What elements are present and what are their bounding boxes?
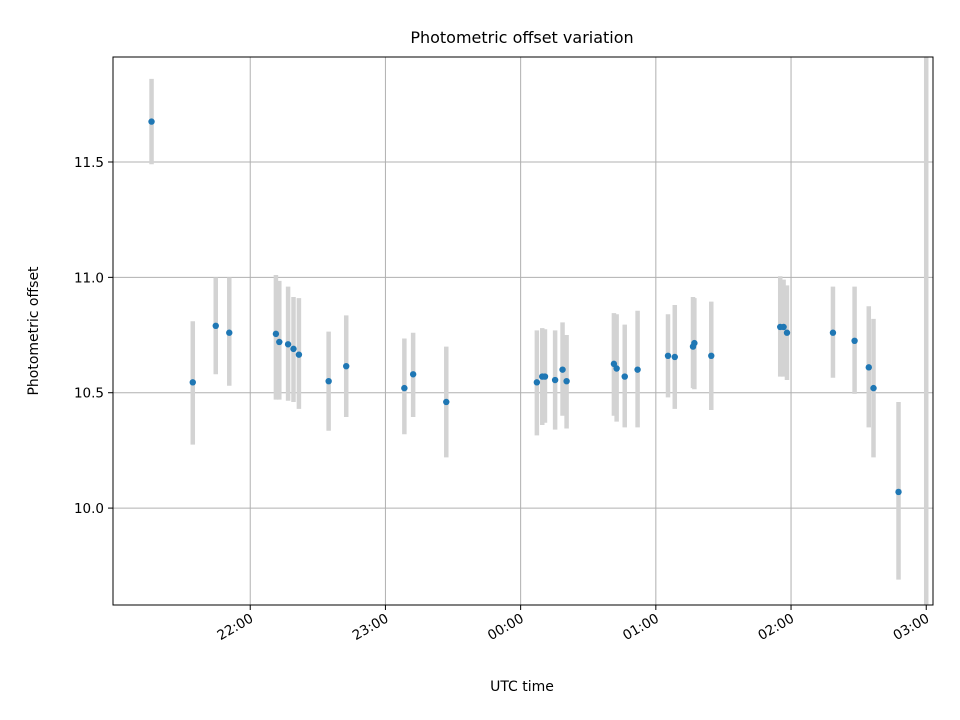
- data-point: [343, 362, 350, 370]
- y-tick-label: 10.5: [74, 386, 104, 402]
- data-point: [290, 345, 297, 353]
- data-point: [284, 341, 292, 348]
- data-point: [691, 339, 698, 347]
- chart-title: Photometric offset variation: [410, 28, 633, 47]
- y-axis-label: Photometric offset: [26, 266, 42, 396]
- data-point: [325, 377, 332, 385]
- data-point: [551, 376, 559, 384]
- data-point: [295, 351, 303, 358]
- data-point: [671, 353, 678, 361]
- data-point: [708, 352, 715, 360]
- data-point: [851, 337, 858, 345]
- data-point: [189, 379, 196, 386]
- data-point: [783, 329, 791, 336]
- data-point: [148, 118, 155, 125]
- data-point: [634, 366, 641, 373]
- data-points: [148, 118, 902, 496]
- data-point: [895, 488, 902, 496]
- data-point: [541, 373, 549, 380]
- data-point: [443, 398, 450, 406]
- data-point: [401, 384, 408, 392]
- y-tick-label: 10.0: [74, 501, 104, 517]
- x-axis-label: UTC time: [490, 679, 554, 695]
- data-point: [276, 338, 283, 346]
- data-point: [865, 364, 872, 371]
- data-point: [212, 322, 219, 330]
- data-point: [563, 377, 570, 385]
- data-point: [780, 323, 787, 331]
- data-point: [664, 352, 672, 360]
- plot-area-background: [113, 57, 933, 605]
- data-point: [533, 379, 541, 386]
- data-point: [559, 366, 566, 373]
- plot-frame: [112, 56, 934, 606]
- y-tick-label: 11.0: [74, 270, 104, 286]
- data-point: [409, 371, 417, 378]
- y-tick-label: 11.5: [74, 155, 104, 171]
- data-point: [226, 329, 233, 336]
- data-point: [621, 373, 628, 380]
- data-point: [829, 329, 837, 336]
- data-point: [272, 330, 280, 338]
- data-point: [610, 360, 618, 368]
- data-point: [613, 365, 620, 372]
- data-point: [870, 384, 877, 392]
